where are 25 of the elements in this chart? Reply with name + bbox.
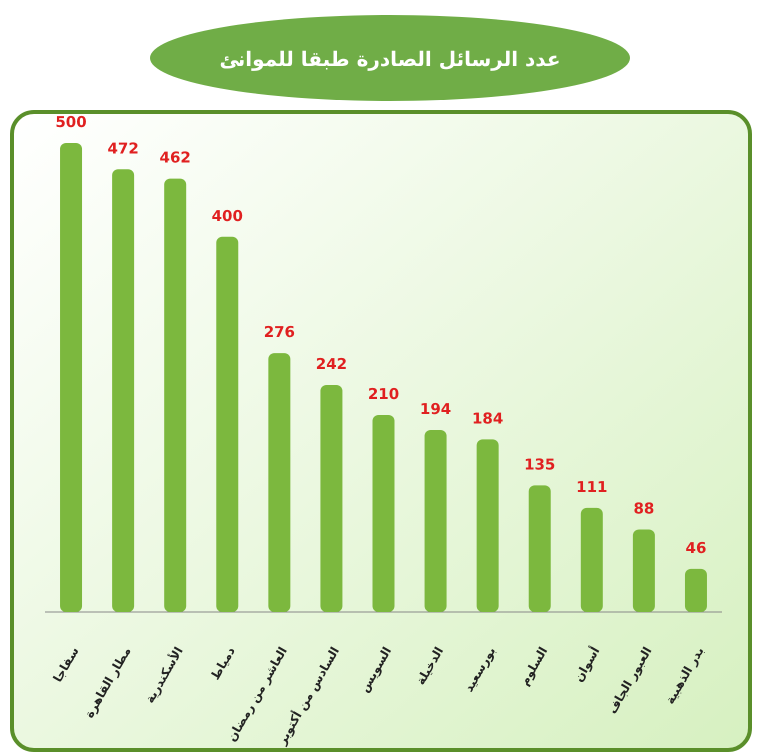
- x-tick-label: السويس: [357, 644, 394, 695]
- x-tick-label: سفاجا: [50, 644, 82, 685]
- x-tick-label: بدر الذهبية: [662, 644, 707, 706]
- x-tick-label: مطار القاهرة: [82, 644, 134, 720]
- data-label: 500: [55, 113, 87, 131]
- x-tick-label: العبور الجاف: [605, 644, 654, 716]
- x-tick-label: الأسكندرية: [142, 644, 186, 706]
- data-label: 472: [107, 139, 139, 158]
- x-tick-label: السلوم: [517, 644, 550, 688]
- data-label: 88: [633, 499, 654, 518]
- data-label: 242: [316, 355, 348, 374]
- data-label: 184: [472, 409, 504, 428]
- x-tick-label: بورسعيد: [461, 644, 498, 694]
- data-label: 400: [212, 206, 243, 225]
- data-label: 210: [368, 385, 400, 404]
- data-label: 276: [264, 323, 295, 342]
- x-tick-label: دمياط: [208, 644, 238, 682]
- data-label: 111: [576, 478, 608, 496]
- data-label: 135: [524, 455, 556, 474]
- x-tick-label: الدخيلة: [413, 644, 446, 688]
- data-label: 462: [160, 148, 191, 167]
- x-tick-label: أسوان: [570, 644, 602, 684]
- data-label: 194: [420, 400, 452, 418]
- chart-title: عدد الرسائل الصادرة طبقا للموانئ: [219, 47, 561, 71]
- data-label: 46: [686, 538, 706, 557]
